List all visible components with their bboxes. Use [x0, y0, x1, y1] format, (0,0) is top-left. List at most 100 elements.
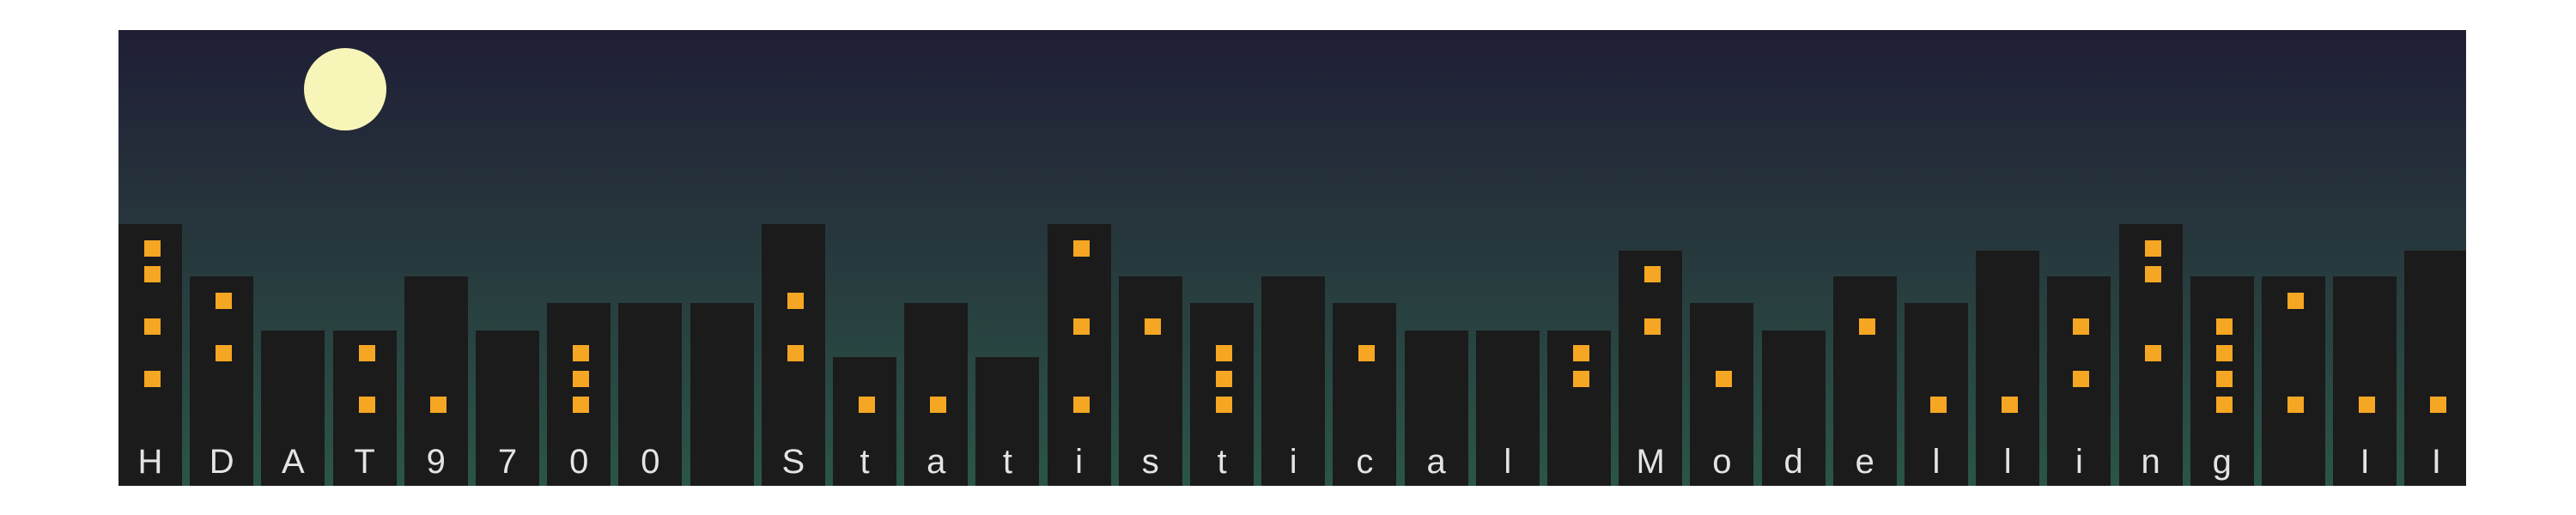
building-letter: T [354, 443, 375, 481]
building-letter: l [1932, 443, 1941, 481]
building: 9 [404, 276, 468, 486]
lit-window [2359, 397, 2376, 413]
building: d [1761, 330, 1826, 486]
lit-window [2215, 371, 2233, 387]
building: 0 [618, 303, 683, 486]
building-letter: g [2212, 443, 2232, 481]
building: l [1475, 330, 1540, 486]
lit-window [1216, 397, 1232, 413]
lit-window [1644, 318, 1662, 335]
building: 7 [476, 330, 539, 486]
lit-window [573, 371, 590, 387]
building: S [761, 224, 825, 486]
lit-window [787, 293, 804, 309]
lit-window [2002, 397, 2019, 413]
building-letter: 7 [497, 443, 518, 481]
building: t [975, 357, 1040, 486]
lit-window [1072, 240, 1090, 257]
building-letter: l [1504, 443, 1512, 481]
lit-window [1144, 318, 1161, 335]
building: e [1832, 276, 1897, 486]
lit-window [1216, 371, 1232, 387]
building: g [2190, 276, 2254, 486]
building: l [1976, 251, 2040, 486]
building-letter: 9 [426, 443, 446, 481]
lit-window [2215, 397, 2233, 413]
building-letter: e [1855, 443, 1874, 481]
building-letter: S [781, 443, 805, 481]
building: a [904, 303, 969, 486]
lit-window [1072, 318, 1090, 335]
lit-window [216, 345, 233, 361]
building: I [2333, 276, 2397, 486]
building-letter: 0 [569, 443, 589, 481]
lit-window [144, 240, 161, 257]
building: s [1118, 276, 1182, 486]
lit-window [2287, 293, 2304, 309]
building: l [1905, 303, 1968, 486]
building-letter: M [1636, 443, 1665, 481]
lit-window [216, 293, 233, 309]
lit-window [144, 266, 161, 282]
building: a [1404, 330, 1468, 486]
lit-window [1573, 371, 1589, 387]
building-letter: d [1783, 443, 1803, 481]
lit-window [1216, 345, 1232, 361]
lit-window [1072, 397, 1090, 413]
building-letter: 0 [641, 443, 660, 481]
building: 0 [547, 303, 611, 486]
building-letter: A [282, 443, 305, 481]
lit-window [859, 397, 875, 413]
building: t [833, 357, 896, 486]
lit-window [1573, 345, 1589, 361]
building-letter: l [2003, 443, 2012, 481]
lit-window [2215, 318, 2233, 335]
building: A [261, 330, 325, 486]
lit-window [1716, 371, 1733, 387]
lit-window [2144, 345, 2161, 361]
lit-window [1644, 266, 1662, 282]
lit-window [1858, 318, 1875, 335]
lit-window [358, 397, 375, 413]
lit-window [787, 345, 804, 361]
building: n [2118, 224, 2183, 486]
building: o [1690, 303, 1754, 486]
building: c [1333, 303, 1397, 486]
lit-window [2430, 397, 2447, 413]
building [1547, 330, 1611, 486]
building-letter: a [927, 443, 946, 481]
lit-window [2073, 371, 2090, 387]
building-letter: i [1075, 443, 1084, 481]
lit-window [2144, 266, 2161, 282]
lit-window [573, 345, 590, 361]
building-letter: i [2075, 443, 2083, 481]
building [2262, 276, 2325, 486]
building-letter: t [860, 443, 870, 481]
building: H [118, 224, 182, 486]
lit-window [144, 371, 161, 387]
lit-window [1930, 397, 1947, 413]
building: i [2047, 276, 2111, 486]
moon-icon [304, 48, 386, 130]
lit-window [358, 345, 375, 361]
building: i [1261, 276, 1326, 486]
building-letter: n [2141, 443, 2160, 481]
building-letter: a [1426, 443, 1446, 481]
lit-window [2287, 397, 2304, 413]
lit-window [1358, 345, 1376, 361]
building: i [1047, 224, 1111, 486]
building: I [2404, 251, 2466, 486]
building-letter: t [1217, 443, 1227, 481]
building [690, 303, 754, 486]
building-letter: t [1002, 443, 1012, 481]
building: M [1619, 251, 1683, 486]
building: D [190, 276, 254, 486]
lit-window [573, 397, 590, 413]
building-letter: s [1141, 443, 1159, 481]
lit-window [144, 318, 161, 335]
building-letter: c [1356, 443, 1374, 481]
lit-window [2215, 345, 2233, 361]
building-letter: i [1289, 443, 1297, 481]
